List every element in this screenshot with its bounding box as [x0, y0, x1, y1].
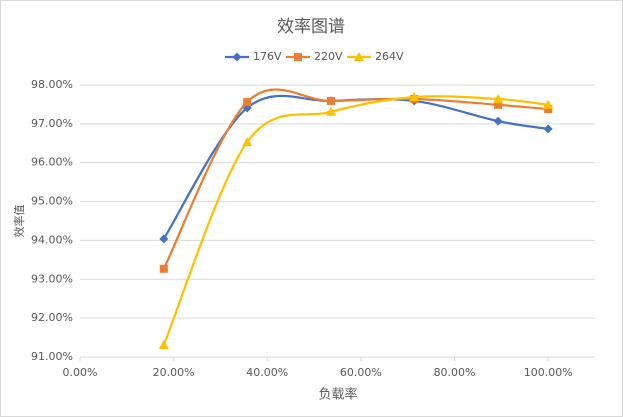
y-tick-label: 91.00%	[31, 350, 73, 363]
legend-marker	[232, 52, 242, 62]
x-tick-label: 40.00%	[246, 366, 288, 379]
chart-title: 效率图谱	[277, 17, 345, 37]
x-tick-label: 80.00%	[434, 366, 476, 379]
marker	[543, 99, 554, 109]
x-tick-label: 60.00%	[340, 366, 382, 379]
marker	[493, 93, 504, 103]
y-axis-label: 效率值	[12, 205, 26, 238]
marker	[159, 264, 168, 273]
marker	[493, 116, 503, 126]
marker	[543, 124, 553, 134]
y-tick-label: 97.00%	[31, 117, 73, 130]
legend-marker	[294, 53, 302, 61]
marker	[325, 106, 336, 116]
x-tick-label: 100.00%	[524, 366, 573, 379]
marker	[409, 92, 420, 102]
marker	[544, 105, 553, 114]
y-tick-label: 98.00%	[31, 78, 73, 91]
marker	[158, 339, 169, 349]
marker	[494, 100, 503, 109]
x-axis-label: 负载率	[318, 387, 357, 403]
x-tick-label: 20.00%	[153, 366, 195, 379]
y-tick-label: 92.00%	[31, 311, 73, 324]
legend-marker	[354, 52, 364, 61]
marker	[159, 234, 169, 244]
legend-label: 176V	[253, 50, 282, 63]
y-tick-label: 93.00%	[31, 272, 73, 285]
marker	[242, 137, 253, 147]
marker	[326, 96, 335, 105]
y-tick-label: 96.00%	[31, 156, 73, 169]
y-tick-label: 95.00%	[31, 195, 73, 208]
legend-label: 220V	[314, 50, 343, 63]
x-tick-label: 0.00%	[63, 366, 98, 379]
y-tick-label: 94.00%	[31, 233, 73, 246]
legend-label: 264V	[375, 50, 404, 63]
marker	[243, 98, 252, 107]
